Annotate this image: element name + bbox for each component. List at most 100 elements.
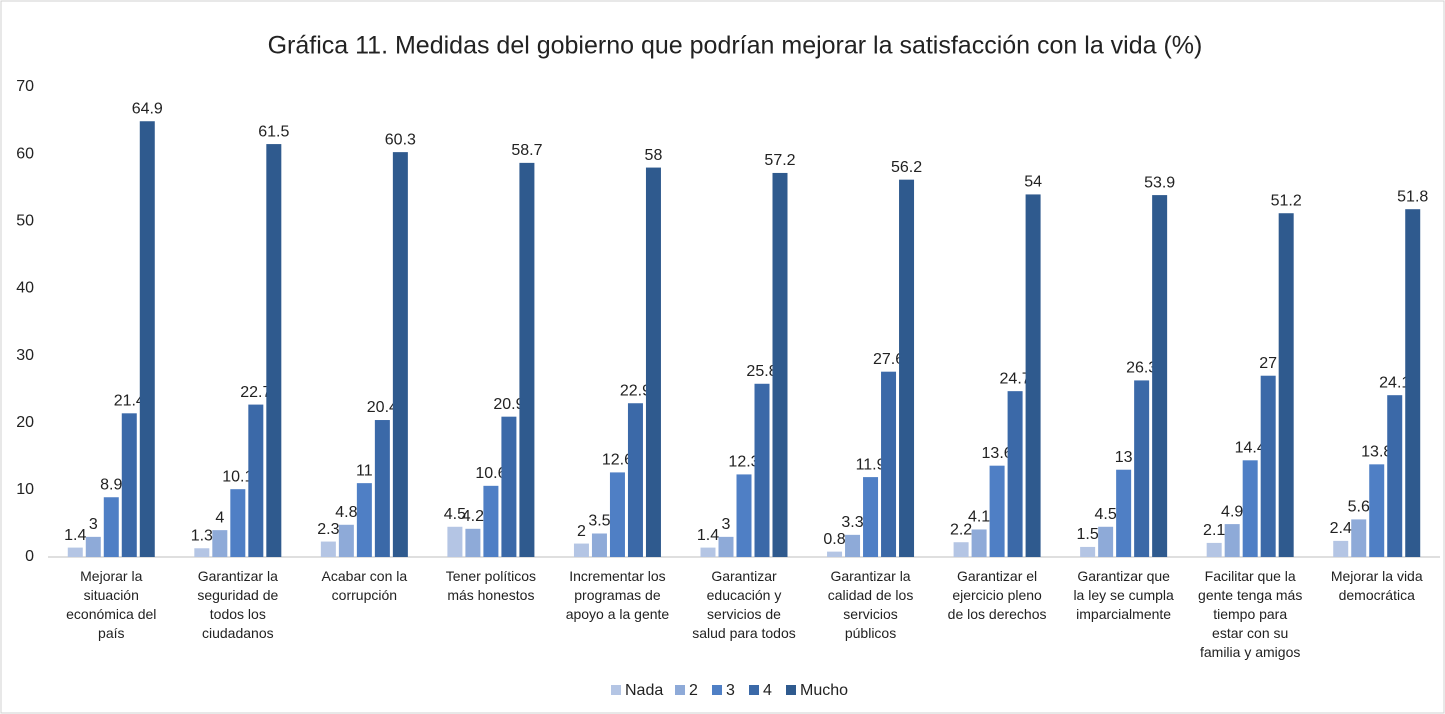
bar bbox=[519, 162, 535, 557]
bar bbox=[1351, 519, 1367, 557]
data-label: 10.1 bbox=[222, 468, 253, 485]
y-tick-label: 30 bbox=[16, 347, 34, 364]
legend-swatch bbox=[749, 685, 759, 695]
x-tick-label: Garantizar el ejercicio pleno de los derec… bbox=[948, 568, 1047, 622]
bar bbox=[1224, 524, 1240, 557]
bar bbox=[989, 465, 1005, 557]
bar bbox=[953, 542, 969, 557]
data-label: 56.2 bbox=[891, 159, 922, 176]
bar bbox=[230, 489, 246, 557]
bar bbox=[700, 547, 716, 557]
data-label: 58 bbox=[645, 147, 663, 164]
x-tick-label: Garantizar la calidad de los servicios públ… bbox=[828, 568, 914, 641]
data-label: 2.4 bbox=[1330, 520, 1352, 537]
bar bbox=[465, 528, 481, 557]
bar bbox=[899, 179, 915, 557]
bar bbox=[85, 536, 101, 557]
data-label: 3 bbox=[89, 516, 98, 533]
data-label: 22.7 bbox=[240, 384, 271, 401]
bar bbox=[194, 548, 210, 557]
bar bbox=[845, 534, 861, 557]
data-label: 3 bbox=[722, 516, 731, 533]
bar bbox=[591, 533, 607, 557]
bar bbox=[863, 477, 879, 557]
bar bbox=[609, 472, 625, 557]
data-label: 57.2 bbox=[764, 152, 795, 169]
data-label: 2.3 bbox=[317, 521, 339, 538]
x-tick-label: Mejorar la vida democrática bbox=[1331, 568, 1423, 603]
data-label: 60.3 bbox=[385, 131, 416, 148]
bar bbox=[1025, 194, 1041, 557]
bar bbox=[139, 121, 155, 557]
data-label: 24.1 bbox=[1379, 374, 1410, 391]
data-label: 11.9 bbox=[856, 456, 886, 473]
y-tick-label: 70 bbox=[16, 78, 34, 95]
data-label: 51.8 bbox=[1397, 188, 1428, 205]
legend-label: 4 bbox=[763, 682, 772, 699]
bar bbox=[447, 526, 463, 557]
data-label: 27 bbox=[1259, 355, 1277, 372]
bar bbox=[1007, 391, 1023, 557]
bar bbox=[483, 485, 499, 557]
bar bbox=[1278, 213, 1294, 557]
bar bbox=[772, 172, 788, 557]
bar bbox=[971, 529, 987, 557]
x-tick-label: Facilitar que la gente tenga más tiempo pa… bbox=[1198, 568, 1302, 660]
legend-swatch bbox=[611, 685, 621, 695]
y-tick-label: 0 bbox=[25, 548, 34, 565]
bar bbox=[338, 524, 354, 557]
data-label: 53.9 bbox=[1144, 174, 1175, 191]
data-label: 22.9 bbox=[620, 382, 651, 399]
bar bbox=[1206, 542, 1222, 557]
chart-title: Gráfica 11. Medidas del gobierno que pod… bbox=[268, 32, 1203, 60]
data-label: 3.5 bbox=[588, 513, 610, 530]
bar bbox=[1152, 195, 1168, 557]
data-label: 0.8 bbox=[823, 531, 845, 548]
bar bbox=[1260, 375, 1276, 557]
data-label: 1.3 bbox=[191, 527, 213, 544]
x-tick-label: Tener políticos más honestos bbox=[446, 568, 536, 603]
bar bbox=[573, 543, 589, 557]
bar bbox=[1369, 464, 1385, 557]
x-tick-label: Acabar con la corrupción bbox=[322, 568, 408, 603]
y-tick-label: 10 bbox=[16, 481, 34, 498]
bar bbox=[266, 144, 282, 558]
data-label: 11 bbox=[356, 462, 373, 479]
data-label: 4.5 bbox=[444, 506, 466, 523]
x-tick-label: Garantizar que la ley se cumpla imparcialm… bbox=[1073, 568, 1174, 622]
data-label: 61.5 bbox=[258, 123, 289, 140]
bar bbox=[103, 497, 119, 557]
x-tick-label: Incrementar los programas de apoyo a la ge… bbox=[566, 568, 670, 622]
bar bbox=[248, 404, 264, 557]
data-label: 64.9 bbox=[132, 100, 163, 117]
data-label: 58.7 bbox=[511, 142, 542, 159]
data-label: 13.8 bbox=[1361, 444, 1392, 461]
bar bbox=[356, 483, 372, 557]
data-label: 1.4 bbox=[697, 527, 719, 544]
data-label: 2.2 bbox=[950, 521, 972, 538]
y-tick-label: 20 bbox=[16, 414, 34, 431]
bar bbox=[645, 167, 661, 558]
bar bbox=[881, 371, 897, 557]
bar bbox=[827, 551, 843, 557]
legend-label: 2 bbox=[689, 682, 698, 699]
bar bbox=[374, 420, 390, 557]
data-label: 13.6 bbox=[982, 445, 1013, 462]
data-label: 25.8 bbox=[746, 363, 777, 380]
data-label: 1.5 bbox=[1077, 526, 1099, 543]
y-tick-label: 50 bbox=[16, 213, 34, 230]
bar bbox=[1134, 380, 1150, 557]
x-tick-label: Garantizar educación y servicios de salud p… bbox=[692, 568, 796, 641]
bar bbox=[212, 530, 228, 557]
data-label: 54 bbox=[1024, 174, 1042, 191]
bar bbox=[627, 403, 643, 557]
data-label: 14.4 bbox=[1235, 440, 1266, 457]
data-label: 21.4 bbox=[114, 393, 145, 410]
data-label: 10.6 bbox=[475, 465, 506, 482]
bar bbox=[1333, 540, 1349, 557]
data-label: 1.4 bbox=[64, 527, 86, 544]
data-label: 24.7 bbox=[1000, 370, 1031, 387]
bar bbox=[1387, 395, 1403, 557]
data-label: 20.9 bbox=[493, 396, 524, 413]
